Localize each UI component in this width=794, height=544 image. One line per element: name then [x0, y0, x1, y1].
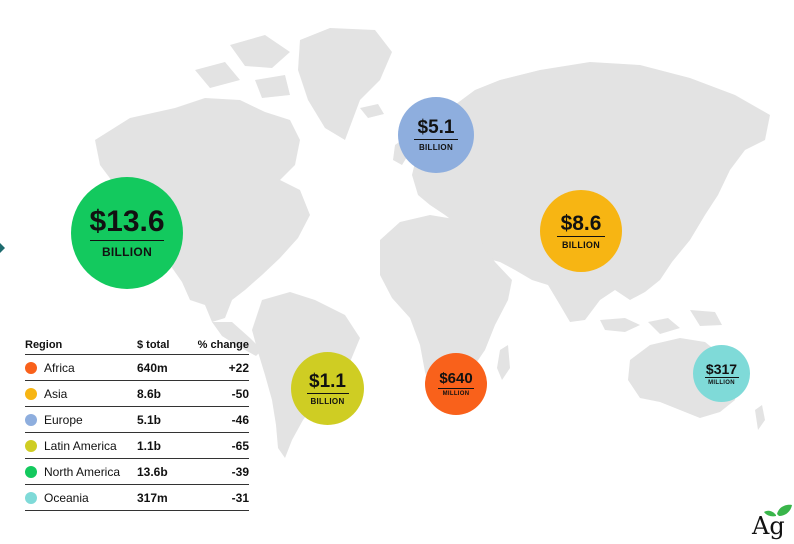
legend-row-asia: Asia 8.6b -50 — [25, 381, 249, 407]
bubble-amount: $1.1 — [309, 370, 346, 392]
region-total: 5.1b — [137, 412, 162, 427]
region-name: North America — [44, 464, 121, 479]
region-name: Latin America — [44, 438, 117, 453]
region-name: Asia — [44, 386, 68, 401]
logo-text: Ag — [751, 512, 785, 540]
leaf-icon — [777, 504, 792, 516]
color-dot-icon — [25, 387, 37, 400]
region-change: -31 — [231, 490, 249, 505]
madagascar-shape — [497, 345, 510, 380]
africa-shape — [380, 215, 512, 405]
iceland-shape — [360, 104, 384, 118]
legend-header-row: Region $ total % change — [25, 336, 249, 355]
bubble-unit: BILLION — [306, 392, 349, 406]
bubble-amount: $5.1 — [417, 117, 455, 138]
bubble-north-america: $13.6 BILLION — [71, 177, 183, 289]
header-total: $ total — [137, 339, 170, 351]
region-total: 8.6b — [137, 386, 162, 401]
region-change: -39 — [231, 464, 249, 479]
greenland-shape — [298, 28, 392, 140]
bubble-asia: $8.6 BILLION — [540, 190, 622, 272]
color-dot-icon — [25, 413, 37, 426]
region-total: 317m — [137, 490, 168, 505]
region-change: +22 — [228, 360, 249, 375]
bubble-unit: BILLION — [90, 240, 164, 259]
legend-row-latin-america: Latin America 1.1b -65 — [25, 433, 249, 459]
bubble-latin-america: $1.1 BILLION — [291, 352, 364, 425]
region-change: -65 — [231, 438, 249, 453]
indonesia-shape — [600, 310, 722, 334]
bubble-amount: $317 — [705, 360, 738, 377]
region-name: Oceania — [44, 490, 89, 505]
expand-arrow-icon[interactable] — [0, 243, 5, 253]
bubble-unit: BILLION — [557, 235, 605, 250]
central-america-shape — [212, 322, 262, 356]
region-name: Europe — [44, 412, 83, 427]
header-change: % change — [197, 339, 249, 351]
color-dot-icon — [25, 491, 37, 504]
bubble-amount: $640 — [439, 370, 473, 387]
new-zealand-shape — [755, 405, 765, 430]
region-total: 640m — [137, 360, 168, 375]
bubble-unit: MILLION — [704, 376, 739, 386]
color-dot-icon — [25, 465, 37, 478]
legend-row-europe: Europe 5.1b -46 — [25, 407, 249, 433]
header-region: Region — [25, 339, 63, 351]
bubble-amount: $8.6 — [560, 211, 602, 235]
region-change: -50 — [231, 386, 249, 401]
bubble-unit: BILLION — [414, 139, 458, 152]
legend-row-oceania: Oceania 317m -31 — [25, 485, 249, 511]
bubble-africa: $640 MILLION — [425, 353, 487, 415]
japan-shape — [684, 185, 706, 230]
color-dot-icon — [25, 361, 37, 374]
region-total: 13.6b — [137, 464, 168, 479]
bubble-unit: MILLION — [438, 388, 474, 397]
legend-row-africa: Africa 640m +22 — [25, 355, 249, 381]
bubble-oceania: $317 MILLION — [693, 345, 750, 402]
legend-table: Region $ total % change Africa 640m +22 … — [25, 336, 249, 511]
leaf-icon — [764, 510, 776, 517]
region-total: 1.1b — [137, 438, 162, 453]
bubble-amount: $13.6 — [89, 205, 165, 238]
ag-logo: Ag — [751, 504, 792, 540]
north-america-shape — [95, 98, 310, 322]
color-dot-icon — [25, 439, 37, 452]
arctic-islands-shape — [195, 35, 290, 98]
legend-row-north-america: North America 13.6b -39 — [25, 459, 249, 485]
region-change: -46 — [231, 412, 249, 427]
region-name: Africa — [44, 360, 75, 375]
bubble-europe: $5.1 BILLION — [398, 97, 474, 173]
